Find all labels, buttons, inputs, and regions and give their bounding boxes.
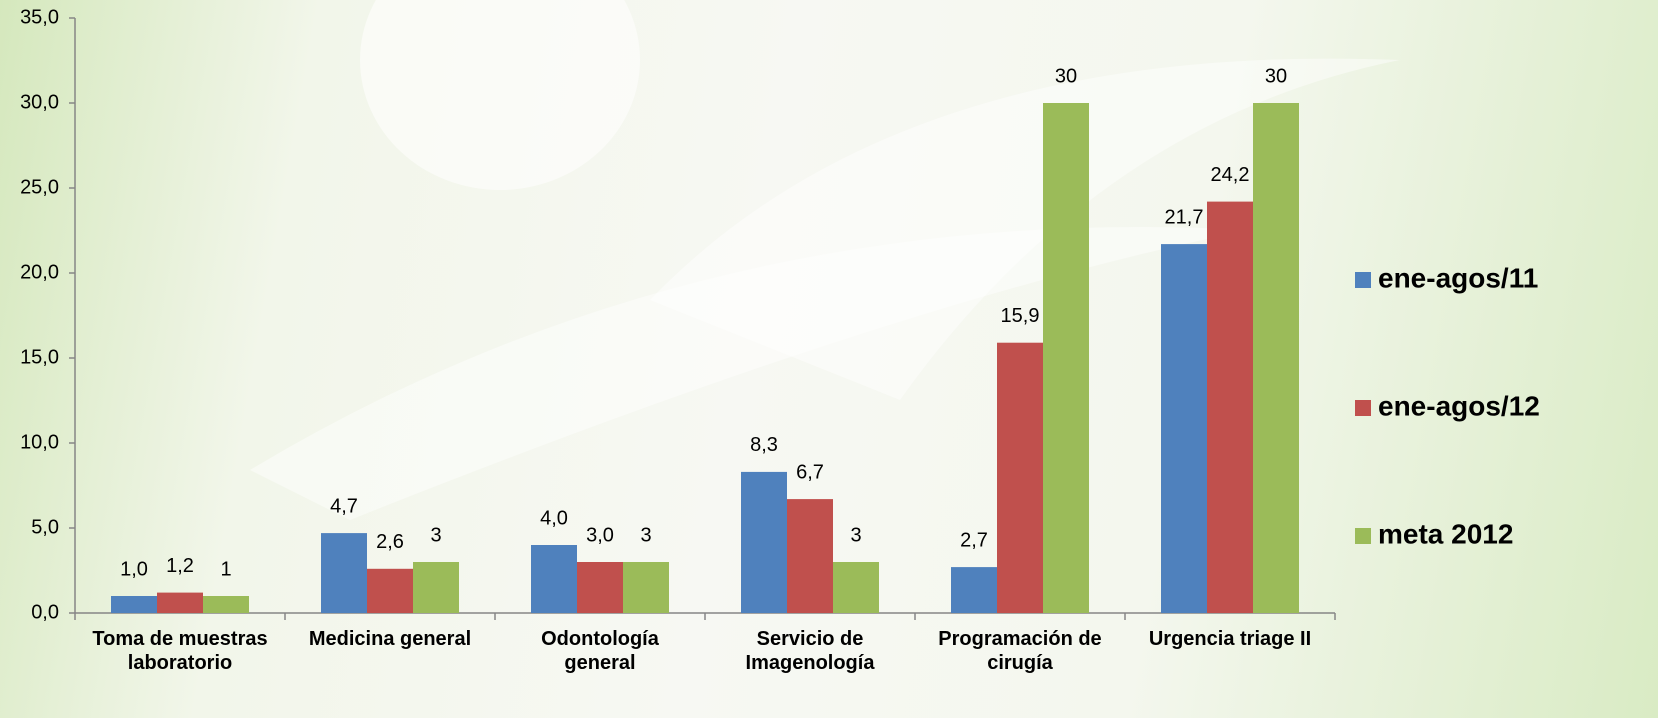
- legend-label: meta 2012: [1378, 518, 1513, 549]
- bar: [367, 568, 413, 613]
- y-tick-label: 15,0: [20, 346, 59, 368]
- y-tick-label: 5,0: [31, 516, 59, 538]
- data-label: 3,0: [586, 524, 614, 546]
- bar: [623, 562, 669, 613]
- data-label: 1: [220, 558, 231, 580]
- bar: [1253, 103, 1299, 613]
- bar: [1161, 244, 1207, 613]
- bar: [787, 499, 833, 613]
- bar: [997, 342, 1043, 613]
- data-label: 4,0: [540, 507, 568, 529]
- background-shape: [650, 58, 1400, 400]
- x-tick-label: Toma de muestras laboratorio: [92, 628, 268, 674]
- x-tick-label: Urgencia triage II: [1148, 628, 1312, 650]
- x-tick-label: Servicio de Imagenología: [745, 628, 875, 674]
- background-shape: [250, 227, 1250, 520]
- legend-label: ene-agos/12: [1378, 390, 1540, 421]
- data-label: 30: [1265, 65, 1287, 87]
- y-tick-label: 10,0: [20, 431, 59, 453]
- bar: [833, 562, 879, 613]
- bar: [203, 596, 249, 613]
- bar: [413, 562, 459, 613]
- bar: [111, 596, 157, 613]
- data-label: 1,0: [120, 558, 148, 580]
- y-tick-label: 25,0: [20, 176, 59, 198]
- bar: [531, 545, 577, 613]
- data-label: 3: [850, 524, 861, 546]
- bar: [577, 562, 623, 613]
- data-label: 1,2: [166, 555, 194, 577]
- data-label: 4,7: [330, 495, 358, 517]
- legend-swatch: [1355, 272, 1371, 288]
- bar: [1207, 201, 1253, 613]
- legend-label: ene-agos/11: [1378, 262, 1538, 293]
- bar: [951, 567, 997, 613]
- x-tick-label: Medicina general: [308, 628, 472, 650]
- x-tick-label: Odontología general: [541, 628, 659, 674]
- data-label: 21,7: [1165, 206, 1204, 228]
- y-tick-label: 20,0: [20, 261, 59, 283]
- data-label: 24,2: [1211, 164, 1250, 186]
- bar: [321, 533, 367, 613]
- legend-swatch: [1355, 528, 1371, 544]
- data-label: 15,9: [1001, 305, 1040, 327]
- data-label: 8,3: [750, 434, 778, 456]
- data-label: 6,7: [796, 461, 824, 483]
- y-tick-label: 35,0: [20, 6, 59, 28]
- data-label: 2,7: [960, 529, 988, 551]
- bar: [741, 471, 787, 613]
- bar: [157, 592, 203, 613]
- x-tick-label: Programación de cirugía: [938, 628, 1102, 674]
- legend-swatch: [1355, 400, 1371, 416]
- data-label: 3: [640, 524, 651, 546]
- data-label: 3: [430, 524, 441, 546]
- background-shape: [360, 0, 640, 190]
- bar: [1043, 103, 1089, 613]
- data-label: 2,6: [376, 531, 404, 553]
- y-tick-label: 30,0: [20, 91, 59, 113]
- y-tick-label: 0,0: [31, 601, 59, 623]
- data-label: 30: [1055, 65, 1077, 87]
